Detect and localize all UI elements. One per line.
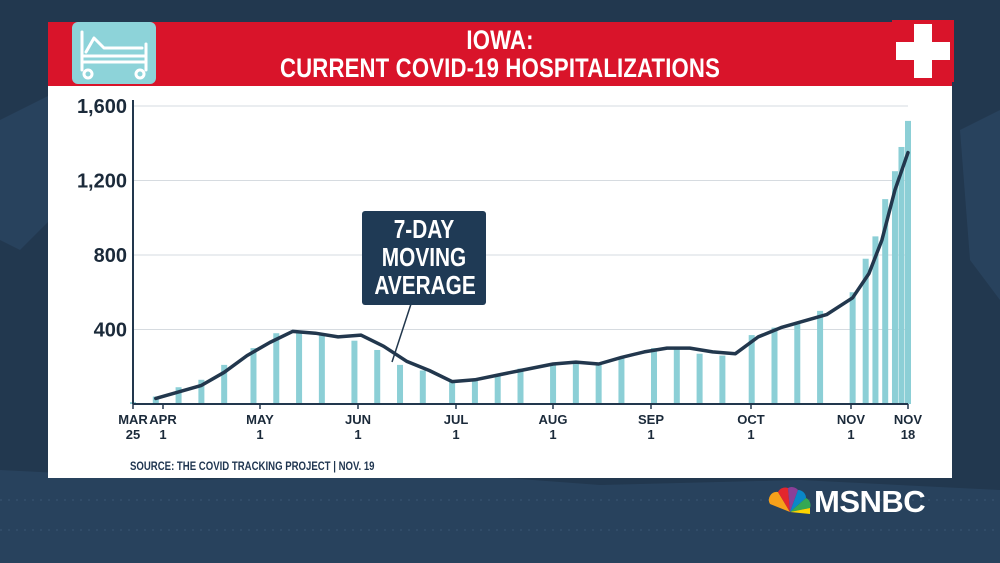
x-tick-label-top: MAR [118,412,148,427]
bar [318,333,325,404]
bar [862,258,869,404]
x-tick-label-bottom: 1 [354,427,361,442]
source-note: SOURCE: THE COVID TRACKING PROJECT | NOV… [130,459,375,473]
bar [250,348,257,404]
bar [273,333,280,404]
moving-average-callout: 7-DAY MOVING AVERAGE [362,211,486,305]
title-banner [48,22,952,86]
x-tick-label-top: JUN [345,412,371,427]
x-tick-label-top: SEP [638,412,664,427]
bar [651,348,658,404]
grid-lines [133,105,908,330]
bar [882,199,889,404]
bar [419,370,426,404]
bar [198,379,205,404]
bar [449,381,456,404]
x-tick-label-bottom: 25 [126,427,140,442]
x-tick-label-top: APR [149,412,177,427]
x-tick-labels: MAR25APR1MAY1JUN1JUL1AUG1SEP1OCT1NOV1NOV… [118,412,922,442]
bar [374,349,381,404]
bar [872,236,879,404]
x-tick-label-bottom: 1 [847,427,854,442]
bar [471,379,478,404]
callout-line-3: AVERAGE [374,270,476,300]
moving-average-line [154,150,910,401]
bar [397,364,404,404]
bar [817,310,824,404]
x-tick-label-bottom: 1 [159,427,166,442]
bar [572,363,579,404]
callout-line-2: MOVING [381,242,467,272]
x-tick-label-bottom: 1 [452,427,459,442]
bar [898,146,905,404]
bar [550,363,557,404]
bar [849,292,856,404]
x-tick-label-top: NOV [894,412,923,427]
bar [891,171,898,404]
peacock-logo [768,487,811,514]
bar [351,340,358,404]
x-tick-label-bottom: 18 [901,427,915,442]
bar [618,357,625,404]
x-tick-label-bottom: 1 [256,427,263,442]
title-line-2: CURRENT COVID-19 HOSPITALIZATIONS [279,53,721,83]
x-tick-label-top: JUL [444,412,469,427]
axes [132,100,909,409]
bar [771,327,778,404]
moving-average-series [154,150,910,401]
chart-panel [48,86,952,478]
bar [221,364,228,404]
y-tick-label: 400 [94,320,127,342]
x-tick-label-top: OCT [737,412,765,427]
red-cross-icon [892,20,954,82]
x-tick-label-bottom: 1 [647,427,654,442]
bar [719,355,726,404]
y-tick-label: 800 [94,245,127,267]
bar [905,120,911,405]
bar [152,396,159,404]
title-line-1: IOWA: [466,25,534,55]
bar [673,348,680,404]
bar [494,376,501,404]
x-tick-label-bottom: 1 [549,427,556,442]
bar [296,331,303,404]
y-tick-label: 1,200 [77,171,127,193]
bar [748,335,755,404]
x-tick-label-top: NOV [837,412,866,427]
bar [517,368,524,404]
bar [595,364,602,404]
bar [794,322,801,404]
bar-series [130,120,911,405]
y-tick-label: 1,600 [77,96,127,118]
brand-wordmark: MSNBC [814,484,926,519]
bar [696,353,703,404]
callout-line-1: 7-DAY [393,214,455,244]
chart-title: IOWA: CURRENT COVID-19 HOSPITALIZATIONS [221,26,779,82]
bar [175,387,182,404]
y-tick-labels: 400 800 1,200 1,600 [77,96,127,342]
x-tick-label-top: MAY [246,412,274,427]
x-tick-label-top: AUG [539,412,568,427]
hospital-bed-icon [72,22,156,84]
x-tick-label-bottom: 1 [747,427,754,442]
